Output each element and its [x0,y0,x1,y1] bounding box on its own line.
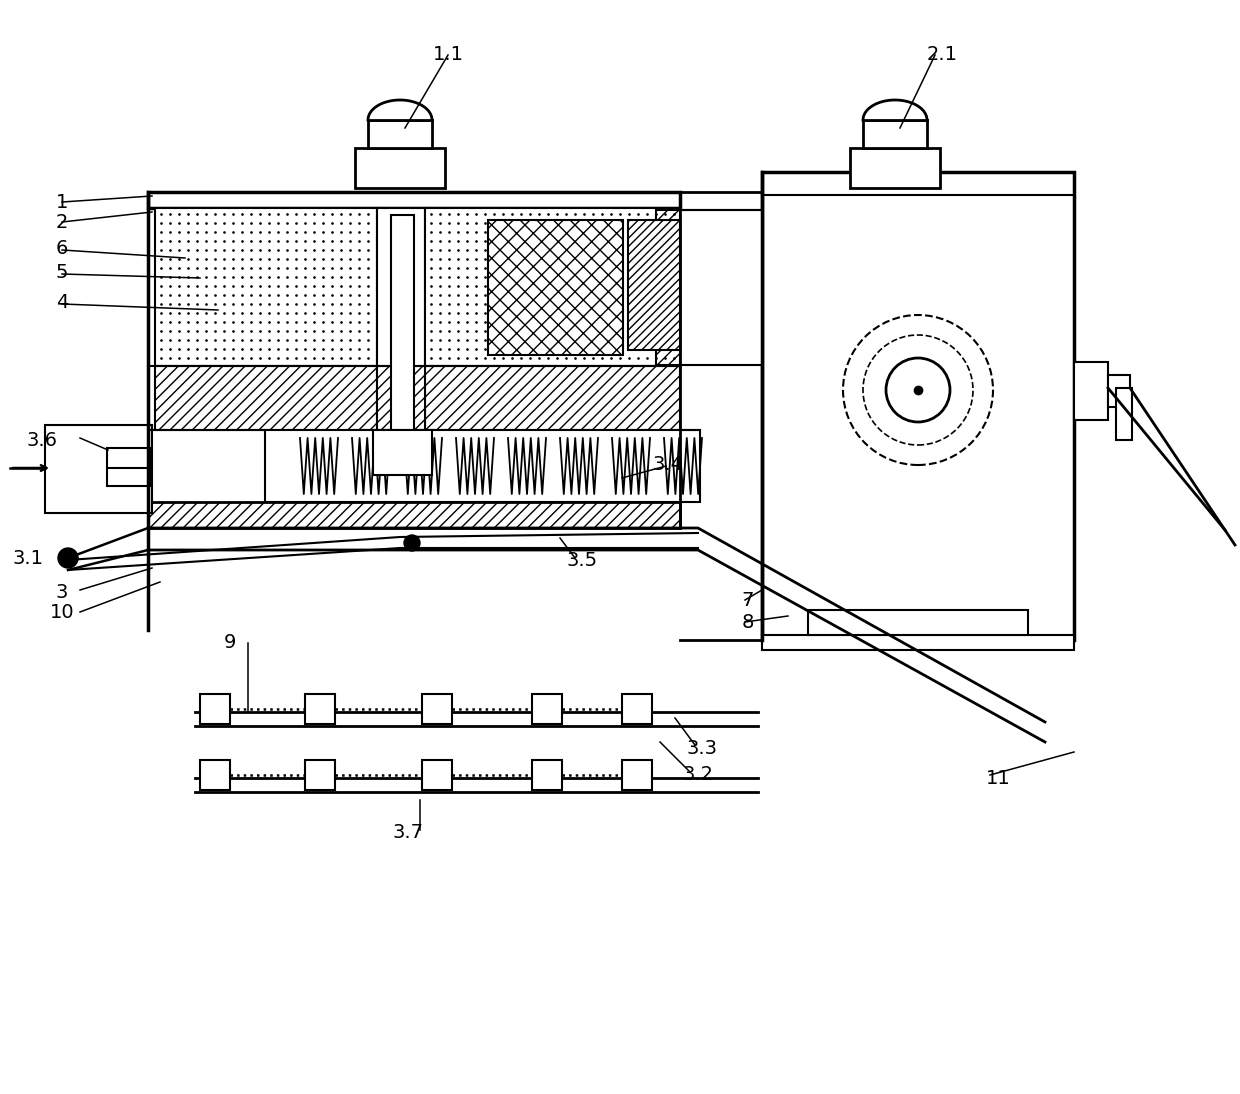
Text: 3: 3 [56,582,68,602]
Polygon shape [863,100,928,120]
Bar [532,760,562,790]
Bar [425,208,680,366]
Bar [627,220,680,350]
Bar [107,449,150,486]
Bar [155,366,377,430]
Bar [305,760,335,790]
Bar [148,193,680,208]
Bar [377,366,425,430]
Bar [863,120,928,148]
Bar [622,694,652,724]
Bar [1116,388,1132,440]
Text: 2: 2 [56,212,68,232]
Text: 9: 9 [223,633,236,652]
Text: 3.5: 3.5 [567,550,598,570]
Bar [532,694,562,724]
Polygon shape [368,100,432,120]
Text: 3.6: 3.6 [26,431,57,450]
Text: 1: 1 [56,193,68,211]
Bar [849,148,940,188]
Bar [391,216,414,430]
Bar [656,210,680,365]
Bar [305,694,335,724]
Bar [368,120,432,148]
Text: 8: 8 [742,613,754,631]
Bar [265,430,701,502]
Bar [808,610,1028,635]
Text: 10: 10 [50,603,74,621]
Bar [155,208,377,366]
Bar [355,148,445,188]
Text: 3.2: 3.2 [682,766,713,784]
Bar [489,220,622,354]
Bar [1074,362,1109,420]
Text: 3.3: 3.3 [687,738,718,757]
Text: 2.1: 2.1 [926,46,957,65]
Circle shape [58,548,78,568]
Bar [622,760,652,790]
Bar [377,208,425,370]
Bar [200,760,229,790]
Bar [422,694,453,724]
Bar [763,172,1074,640]
Text: 6: 6 [56,238,68,257]
Text: 3.1: 3.1 [12,548,43,568]
Text: 7: 7 [742,591,754,609]
Bar [373,430,432,475]
Bar [422,760,453,790]
Bar [200,694,229,724]
Bar [425,366,680,430]
Bar [763,635,1074,650]
Circle shape [404,535,420,551]
Text: 5: 5 [56,263,68,281]
Bar [148,502,680,528]
Text: 4: 4 [56,292,68,312]
Bar [680,210,763,365]
Bar [1109,375,1130,407]
Text: 3.4: 3.4 [652,455,683,475]
Text: 1.1: 1.1 [433,46,464,65]
Text: 11: 11 [986,768,1011,788]
Text: 3.7: 3.7 [393,823,424,841]
Bar [45,424,153,513]
